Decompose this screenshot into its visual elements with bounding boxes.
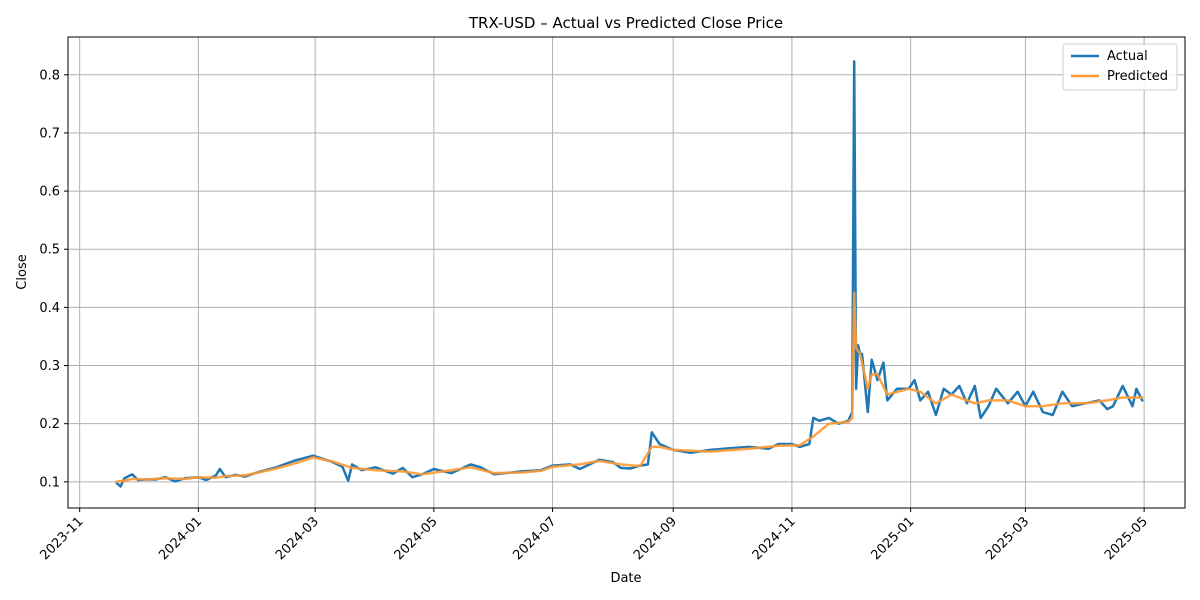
y-tick-label: 0.2 bbox=[39, 417, 60, 432]
x-axis-title: Date bbox=[610, 571, 641, 586]
grid bbox=[68, 37, 1185, 508]
series-line-predicted bbox=[115, 291, 1144, 484]
legend-label-predicted: Predicted bbox=[1107, 69, 1168, 84]
legend: Actual Predicted bbox=[1062, 43, 1178, 91]
y-tick-label: 0.6 bbox=[39, 185, 60, 200]
plot-frame bbox=[67, 36, 1186, 509]
y-tick-label: 0.5 bbox=[39, 243, 60, 258]
y-tick-label: 0.1 bbox=[39, 475, 60, 490]
chart-title: TRX-USD – Actual vs Predicted Close Pric… bbox=[468, 14, 783, 32]
series-layer bbox=[115, 60, 1144, 488]
y-tick-label: 0.3 bbox=[39, 359, 60, 374]
legend-label-actual: Actual bbox=[1107, 49, 1148, 64]
y-axis-title: Close bbox=[15, 254, 30, 289]
y-tick-label: 0.4 bbox=[39, 301, 60, 316]
y-tick-label: 0.7 bbox=[39, 126, 60, 141]
y-tick-label: 0.8 bbox=[39, 68, 60, 83]
